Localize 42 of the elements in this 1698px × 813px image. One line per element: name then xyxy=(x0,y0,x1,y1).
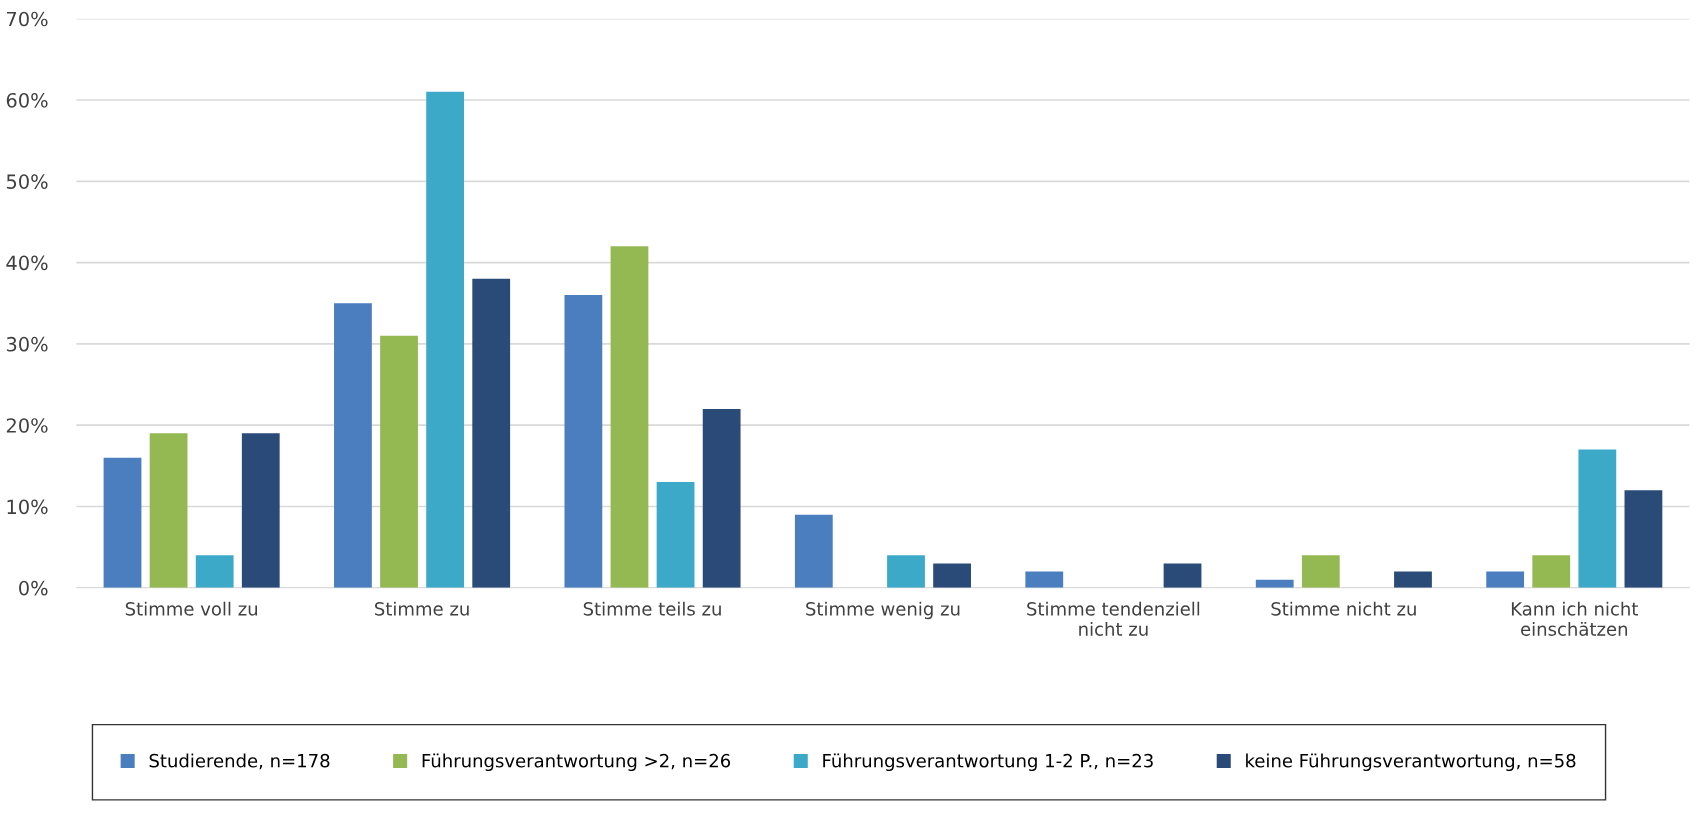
y-tick-label: 60% xyxy=(6,92,48,108)
bar xyxy=(103,457,142,588)
bar xyxy=(241,433,280,588)
bar xyxy=(610,246,649,588)
bar xyxy=(426,91,465,588)
y-tick-label: 50% xyxy=(6,174,48,189)
bar xyxy=(1532,555,1571,588)
bar xyxy=(1163,563,1202,588)
bar xyxy=(1624,490,1663,588)
bar xyxy=(1578,449,1617,588)
bar xyxy=(334,303,372,588)
x-tick-label: Stimme zu xyxy=(375,601,469,616)
bar xyxy=(656,482,695,588)
y-tick-label: 20% xyxy=(6,418,48,433)
bar xyxy=(794,514,833,588)
bar xyxy=(1025,571,1064,588)
x-tick-label: Stimme tendenziell nicht zu xyxy=(1027,601,1200,636)
bar xyxy=(887,555,925,588)
y-tick-label: 10% xyxy=(7,499,48,515)
y-tick-label: 30% xyxy=(6,336,48,352)
bar xyxy=(933,563,971,588)
legend-label: Führungsverantwortung >2, n=26 xyxy=(422,753,731,772)
legend-label: Studierende, n=178 xyxy=(149,753,330,770)
bar xyxy=(702,408,741,588)
y-tick-label: 0% xyxy=(19,580,48,596)
bar xyxy=(1394,571,1432,588)
x-tick-label: Kann ich nicht einschätzen xyxy=(1511,601,1638,636)
bar xyxy=(1486,571,1525,588)
x-tick-label: Stimme wenig zu xyxy=(806,601,960,620)
bar xyxy=(564,295,603,588)
y-tick-label: 70% xyxy=(7,11,48,27)
legend-label: keine Führungsverantwortung, n=58 xyxy=(1246,753,1576,772)
x-tick-label: Stimme teils zu xyxy=(583,601,721,616)
y-tick-label: 40% xyxy=(6,255,48,271)
x-tick-label: Stimme nicht zu xyxy=(1271,601,1416,616)
bar xyxy=(472,278,511,588)
legend-label: Führungsverantwortung 1-2 P., n=23 xyxy=(823,753,1153,772)
bar xyxy=(149,433,188,588)
x-tick-label: Stimme voll zu xyxy=(125,601,257,616)
bar xyxy=(195,555,234,588)
bar xyxy=(380,335,418,588)
bar xyxy=(1301,555,1340,588)
